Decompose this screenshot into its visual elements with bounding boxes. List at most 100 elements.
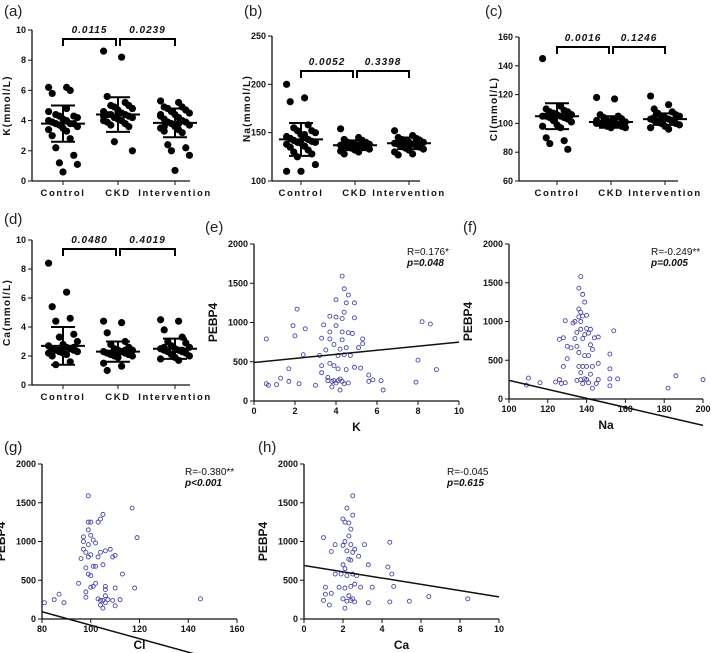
data-point — [341, 352, 347, 358]
data-point — [593, 381, 599, 386]
data-point — [342, 605, 348, 611]
y-tick-label: 250 — [251, 31, 266, 41]
data-point — [292, 333, 298, 339]
data-point — [564, 356, 570, 362]
data-point — [160, 326, 168, 334]
data-point — [66, 135, 74, 143]
data-point — [83, 589, 89, 595]
data-point — [580, 336, 586, 341]
data-point — [650, 114, 658, 122]
data-point — [574, 329, 580, 335]
data-point — [100, 317, 108, 325]
data-point — [73, 113, 81, 122]
data-point — [413, 379, 419, 385]
data-point — [88, 519, 94, 525]
data-point — [341, 381, 347, 387]
y-tick-label: 80 — [503, 147, 513, 157]
data-point — [45, 107, 53, 116]
data-point — [615, 376, 621, 382]
data-point — [582, 332, 588, 338]
p-value-label: 0.1246 — [621, 33, 658, 44]
data-point — [348, 584, 354, 589]
data-point — [391, 584, 397, 589]
data-point — [160, 123, 168, 131]
data-point — [319, 335, 325, 341]
regression-line — [303, 564, 500, 598]
x-tick-label: 8 — [415, 406, 420, 416]
data-point — [119, 571, 125, 577]
data-point — [93, 540, 99, 546]
data-point — [607, 383, 613, 389]
data-point — [327, 360, 333, 366]
regression-line — [508, 379, 704, 427]
data-point — [358, 584, 363, 590]
data-point — [107, 349, 115, 357]
panel-g: (g) 0 500 1000 1500 2000 PEBP4 Cl 80 100 120 140 160… — [0, 439, 245, 653]
data-point — [128, 104, 136, 113]
y-axis-label: PEBP4 — [461, 302, 475, 342]
data-point — [346, 593, 352, 599]
y-tick-label: 60 — [503, 176, 513, 186]
data-point — [66, 86, 74, 94]
data-point — [178, 346, 186, 354]
data-point — [611, 95, 619, 103]
data-point — [274, 382, 279, 387]
significance-bracket — [62, 248, 117, 256]
y-tick-label: 100 — [251, 176, 266, 186]
x-tick-label: 10 — [454, 406, 464, 416]
data-point — [117, 597, 123, 603]
data-point — [344, 573, 350, 579]
data-point — [576, 314, 582, 320]
data-point — [157, 110, 165, 119]
data-point — [568, 345, 574, 351]
data-point — [339, 273, 345, 279]
data-point — [578, 274, 584, 279]
y-tick-label: 1000 — [16, 537, 36, 547]
data-point — [132, 585, 138, 591]
data-point — [675, 121, 684, 129]
data-point — [427, 321, 433, 327]
data-point — [339, 329, 345, 335]
data-point — [576, 350, 582, 355]
data-point — [333, 314, 339, 320]
y-tick-label: 2 — [21, 146, 26, 156]
y-tick-label: 4 — [21, 116, 26, 126]
category-label: CKD — [598, 188, 623, 199]
x-axis-label: K — [352, 420, 361, 434]
data-point — [589, 346, 595, 352]
data-point — [100, 359, 108, 367]
data-point — [668, 118, 676, 126]
data-point — [584, 312, 590, 318]
data-point — [51, 597, 57, 603]
data-point — [185, 151, 193, 159]
data-point — [93, 580, 99, 586]
y-tick-label: 1500 — [228, 278, 248, 288]
data-point — [556, 336, 562, 342]
data-point — [564, 145, 572, 153]
data-point — [348, 557, 354, 563]
data-point — [332, 571, 338, 577]
data-point — [340, 562, 346, 568]
regression-line — [41, 610, 195, 653]
x-tick-label: 6 — [418, 624, 423, 634]
data-point — [301, 131, 309, 139]
data-point — [88, 532, 94, 538]
data-point — [63, 104, 71, 113]
y-tick-label: 0 — [498, 394, 503, 404]
data-point — [112, 585, 118, 591]
panel-f: (f) 0 500 1000 1500 2000 PEBP4 Na 100 120 140 160 18… — [461, 219, 711, 432]
data-point — [335, 366, 341, 372]
data-point — [76, 580, 82, 586]
data-point — [52, 317, 60, 325]
data-point — [300, 352, 306, 358]
x-tick-label: 6 — [374, 406, 379, 416]
data-point — [344, 548, 350, 554]
data-point — [48, 352, 56, 360]
data-point — [48, 132, 56, 140]
data-point — [352, 546, 358, 552]
y-axis-label: PEBP4 — [206, 303, 220, 343]
data-point — [323, 584, 328, 590]
data-point — [73, 337, 81, 346]
data-point — [41, 600, 47, 606]
data-point — [665, 125, 673, 133]
